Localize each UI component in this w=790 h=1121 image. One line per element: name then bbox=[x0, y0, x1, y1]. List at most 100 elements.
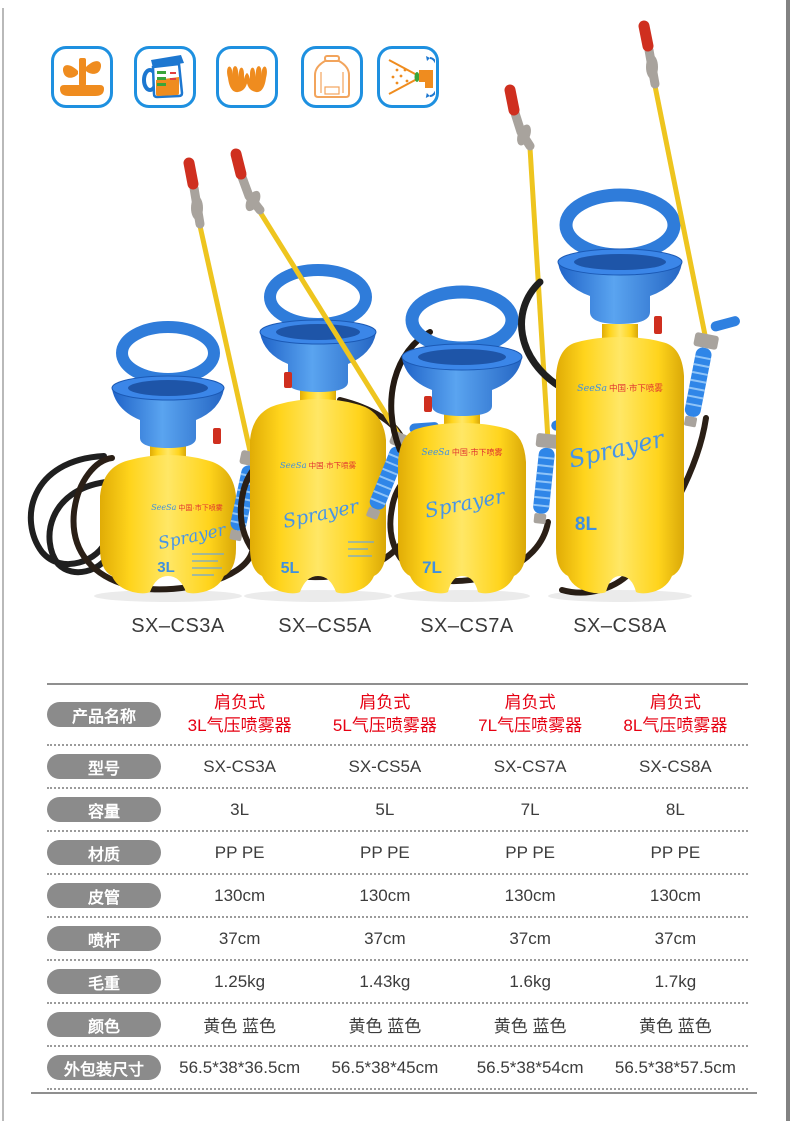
spec-cell: 130cm bbox=[504, 885, 556, 905]
left-border-line bbox=[2, 8, 4, 1121]
right-border-line bbox=[786, 0, 790, 1121]
model-caption-8l: SX–CS8A bbox=[573, 615, 667, 637]
spec-cell: 肩负式 3L气压喷雾器 bbox=[187, 693, 292, 735]
spec-cell: 黄色 蓝色 bbox=[348, 1017, 422, 1036]
spec-cell: SX-CS7A bbox=[493, 756, 567, 776]
spray-lance bbox=[652, 85, 709, 341]
spec-cell: 1.7kg bbox=[654, 971, 697, 991]
spec-table: 产品名称 肩负式 3L气压喷雾器 肩负式 5L气压喷雾器 肩负式 7L气压喷雾器 肩负… bbox=[47, 683, 748, 1090]
spec-cell: 130cm bbox=[214, 885, 266, 905]
sprayer-7l-illustration: SeeSa 中国·市下喷雾 Sprayer 7L bbox=[387, 84, 581, 602]
spec-row-package-size: 外包装尺寸 56.5*38*36.5cm 56.5*38*45cm 56.5*3… bbox=[47, 1047, 748, 1090]
spec-cell: 黄色 蓝色 bbox=[203, 1017, 276, 1036]
spec-cell: 130cm bbox=[649, 885, 701, 905]
spec-label-pill: 颜色 bbox=[47, 1012, 161, 1037]
spray-lance bbox=[257, 210, 405, 442]
spec-cell: 1.6kg bbox=[509, 971, 551, 991]
nozzle-tip bbox=[638, 20, 654, 52]
pressure-valve bbox=[284, 372, 292, 388]
lance-grip bbox=[684, 316, 740, 428]
spec-cell: SX-CS5A bbox=[348, 756, 422, 776]
bottle-brand: SeeSa 中国·市下喷雾 bbox=[151, 503, 223, 512]
sprayer-8l-illustration: SeeSa 中国·市下喷雾 Sprayer 8L bbox=[518, 20, 740, 602]
model-caption-5l: SX–CS5A bbox=[278, 615, 372, 637]
model-caption-7l: SX–CS7A bbox=[420, 615, 514, 637]
shoulder-strap bbox=[518, 278, 566, 392]
spec-row-product-name: 产品名称 肩负式 3L气压喷雾器 肩负式 5L气压喷雾器 肩负式 7L气压喷雾器 肩负… bbox=[47, 685, 748, 746]
sprayer-bottle-icon bbox=[301, 46, 363, 108]
carry-handle bbox=[405, 285, 519, 355]
spec-label-pill: 型号 bbox=[47, 754, 161, 779]
spec-cell: PP PE bbox=[505, 842, 556, 862]
spec-cell: 黄色 蓝色 bbox=[493, 1017, 567, 1036]
spec-cell: 56.5*38*45cm bbox=[331, 1057, 439, 1077]
bottle-body bbox=[100, 455, 236, 594]
bottle-body bbox=[556, 337, 684, 594]
spec-cell: 37cm bbox=[509, 928, 551, 948]
carry-handle bbox=[116, 321, 220, 385]
spec-cell: SX-CS8A bbox=[639, 756, 712, 776]
size-label: 5L bbox=[281, 560, 300, 577]
spec-cell: PP PE bbox=[650, 842, 701, 862]
spec-cell: SX-CS3A bbox=[203, 756, 276, 776]
spray-lance bbox=[527, 147, 551, 441]
bottle-brand: SeeSa 中国·市下喷雾 bbox=[421, 447, 502, 458]
spec-label-pill: 容量 bbox=[47, 797, 161, 822]
spec-label-pill: 外包装尺寸 bbox=[47, 1055, 161, 1080]
spec-cell: 肩负式 5L气压喷雾器 bbox=[332, 693, 437, 735]
pressure-valve bbox=[213, 428, 221, 444]
spec-cell: PP PE bbox=[359, 842, 410, 862]
carry-handle bbox=[264, 264, 372, 330]
spec-cell: 7L bbox=[520, 799, 540, 819]
spec-label-pill: 毛重 bbox=[47, 969, 161, 994]
spray-nozzle-icon bbox=[377, 46, 439, 108]
nozzle-tip bbox=[504, 84, 520, 116]
spec-cell: 37cm bbox=[364, 928, 406, 948]
spec-cell: 1.43kg bbox=[359, 971, 411, 991]
bottom-divider-line bbox=[31, 1092, 757, 1094]
measuring-cup-icon bbox=[134, 46, 196, 108]
spec-cell: 肩负式 8L气压喷雾器 bbox=[623, 693, 728, 735]
spec-row-material: 材质 PP PE PP PE PP PE PP PE bbox=[47, 832, 748, 875]
spec-row-model: 型号 SX-CS3A SX-CS5A SX-CS7A SX-CS8A bbox=[47, 746, 748, 789]
spec-cell: 黄色 蓝色 bbox=[639, 1017, 712, 1036]
size-label: 3L bbox=[157, 559, 175, 576]
spec-row-color: 颜色 黄色 蓝色 黄色 蓝色 黄色 蓝色 黄色 蓝色 bbox=[47, 1004, 748, 1047]
spec-cell: 56.5*38*36.5cm bbox=[179, 1057, 301, 1077]
spec-cell: 130cm bbox=[359, 885, 411, 905]
spec-cell: 56.5*38*57.5cm bbox=[614, 1057, 736, 1077]
nozzle-tip bbox=[230, 148, 247, 180]
spec-cell: 8L bbox=[665, 799, 685, 819]
bottle-body bbox=[398, 423, 526, 594]
model-caption-3l: SX–CS3A bbox=[131, 615, 225, 637]
sprayer-3l-illustration: SeeSa 中国·市下喷雾 Sprayer 3L bbox=[27, 157, 287, 602]
spec-label-pill: 产品名称 bbox=[47, 702, 161, 727]
pump-funnel bbox=[558, 263, 682, 324]
spec-cell: 1.25kg bbox=[214, 971, 266, 991]
product-photo-sprayers: SeeSa 中国·市下喷雾 Sprayer 3L bbox=[27, 20, 740, 602]
spec-cell: 56.5*38*54cm bbox=[476, 1057, 584, 1077]
plant-icon bbox=[51, 46, 113, 108]
size-label: 7L bbox=[422, 558, 442, 577]
carry-handle bbox=[559, 188, 681, 262]
spec-row-lance: 喷杆 37cm 37cm 37cm 37cm bbox=[47, 918, 748, 961]
spec-cell: 37cm bbox=[218, 928, 261, 948]
spec-label-pill: 皮管 bbox=[47, 883, 161, 908]
spec-cell: 5L bbox=[375, 799, 395, 819]
spec-cell: 肩负式 7L气压喷雾器 bbox=[478, 693, 583, 735]
spec-cell: PP PE bbox=[214, 842, 265, 862]
bottle-brand: SeeSa 中国·市下喷雾 bbox=[280, 460, 357, 471]
shoulder-strap bbox=[27, 453, 109, 567]
spec-cell: 3L bbox=[230, 799, 250, 819]
pressure-valve bbox=[654, 316, 662, 334]
bottle-brand: SeeSa 中国·市下喷雾 bbox=[577, 383, 663, 394]
hands-icon bbox=[216, 46, 278, 108]
pump-funnel bbox=[112, 389, 224, 448]
nozzle-tip bbox=[183, 157, 199, 190]
spec-label-pill: 喷杆 bbox=[47, 926, 161, 951]
spec-cell: 37cm bbox=[654, 928, 697, 948]
spec-row-hose: 皮管 130cm 130cm 130cm 130cm bbox=[47, 875, 748, 918]
spray-lance bbox=[197, 225, 255, 461]
pressure-valve bbox=[424, 396, 432, 412]
